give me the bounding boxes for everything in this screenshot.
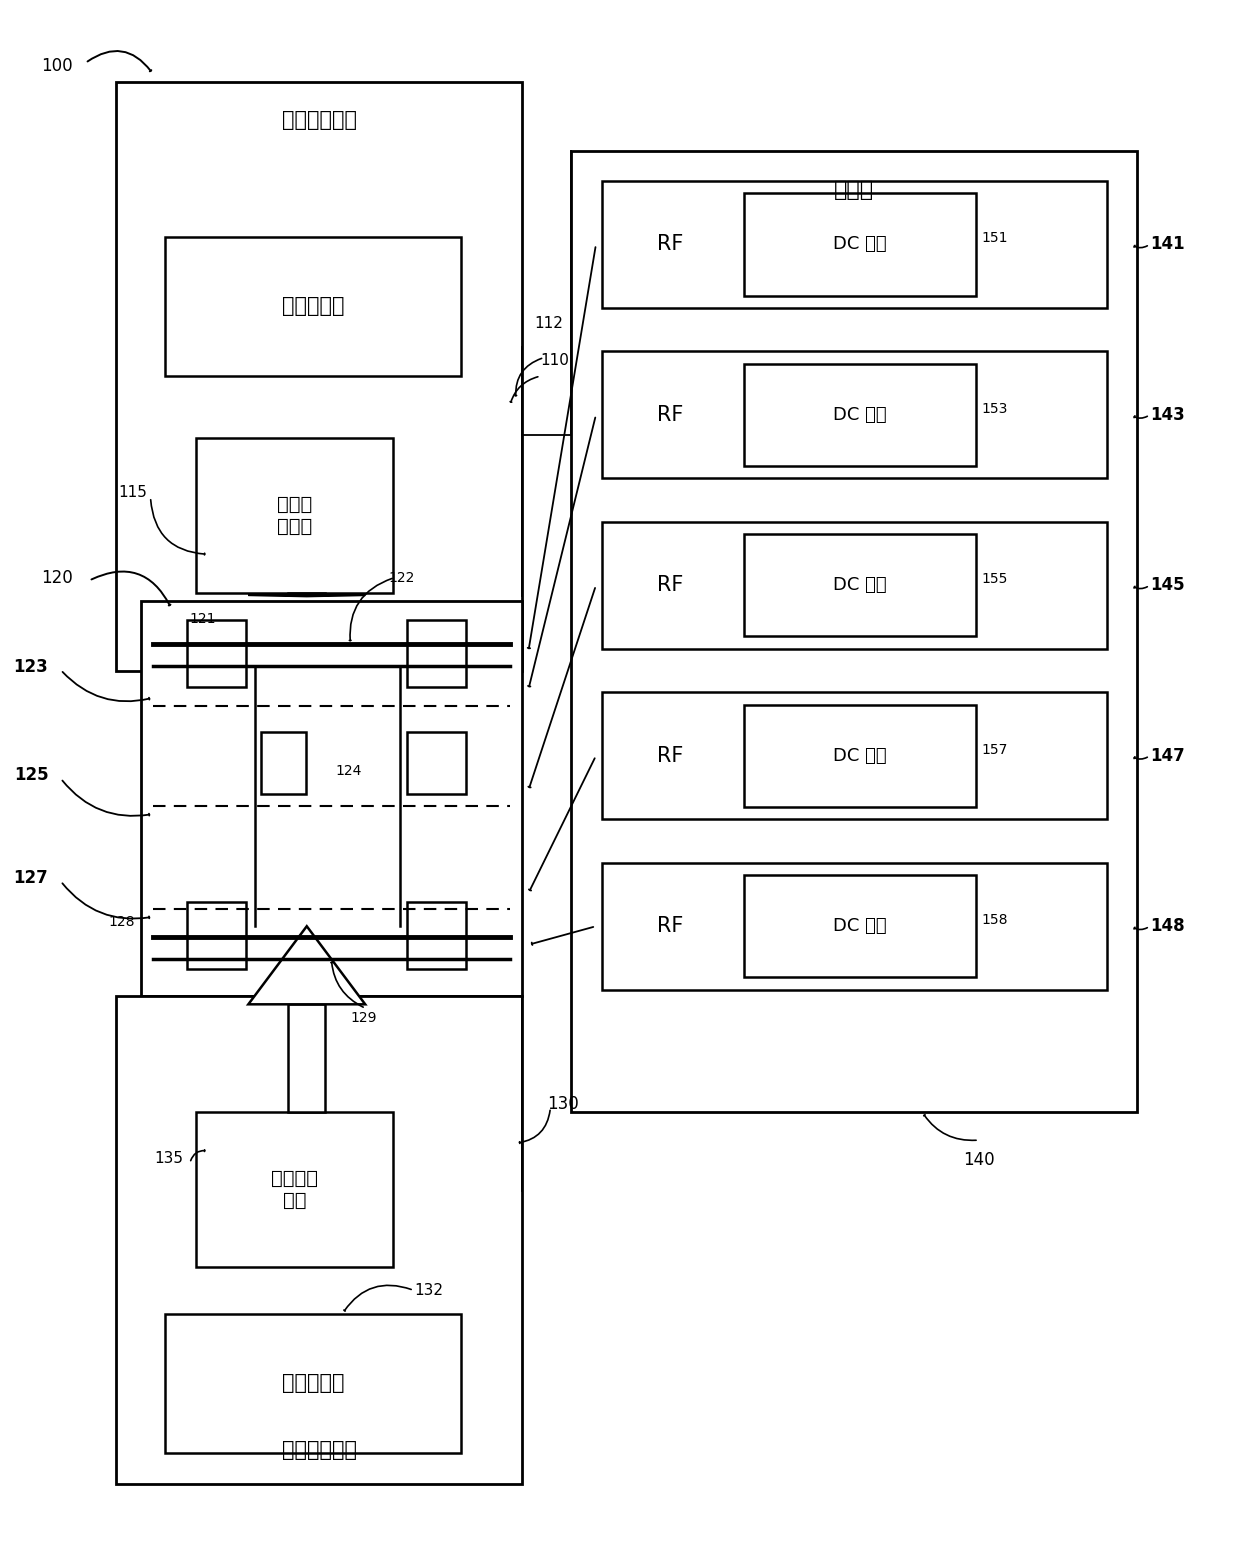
Bar <box>140 601 522 996</box>
Text: 155: 155 <box>982 572 1008 586</box>
Bar <box>408 902 466 969</box>
Text: RF: RF <box>657 916 683 936</box>
Text: RF: RF <box>657 234 683 254</box>
Bar <box>288 1005 325 1112</box>
Text: 145: 145 <box>1149 576 1184 594</box>
Bar <box>117 81 522 670</box>
Text: 148: 148 <box>1149 918 1184 935</box>
Text: 158: 158 <box>982 913 1008 927</box>
Text: 控制器: 控制器 <box>835 181 874 199</box>
Text: 110: 110 <box>541 354 569 368</box>
Text: 124: 124 <box>335 765 361 779</box>
Bar <box>572 151 1137 1112</box>
Text: RF: RF <box>657 746 683 765</box>
Bar <box>603 692 1106 820</box>
Bar <box>117 996 522 1485</box>
Text: 前体离子源: 前体离子源 <box>281 296 345 316</box>
Text: 127: 127 <box>14 869 48 887</box>
Bar <box>603 522 1106 648</box>
Text: 151: 151 <box>982 231 1008 245</box>
Bar <box>408 620 466 687</box>
Text: 130: 130 <box>547 1095 579 1114</box>
Text: 121: 121 <box>190 612 216 626</box>
Text: 123: 123 <box>14 657 48 676</box>
Text: 100: 100 <box>41 58 73 75</box>
Bar <box>165 237 460 375</box>
Text: 试剂离子源: 试剂离子源 <box>281 1373 345 1393</box>
Text: 140: 140 <box>963 1151 994 1168</box>
Bar <box>744 534 976 636</box>
Text: 125: 125 <box>14 767 48 784</box>
Text: 离子转
移光路: 离子转 移光路 <box>277 495 312 536</box>
Bar <box>744 363 976 466</box>
Text: RF: RF <box>657 405 683 425</box>
Text: 试剂离子供体: 试剂离子供体 <box>281 1440 357 1460</box>
Text: 115: 115 <box>118 485 146 500</box>
Text: 135: 135 <box>155 1151 184 1167</box>
Text: 141: 141 <box>1149 235 1184 254</box>
Text: DC 偏压: DC 偏压 <box>833 746 887 765</box>
Text: 前体离子供体: 前体离子供体 <box>281 111 357 131</box>
Text: 112: 112 <box>534 316 563 332</box>
Polygon shape <box>248 925 366 1005</box>
Bar <box>262 732 305 795</box>
Bar <box>187 620 247 687</box>
Text: 离子转移
光路: 离子转移 光路 <box>272 1168 317 1211</box>
Text: 120: 120 <box>41 569 73 586</box>
Text: 157: 157 <box>982 743 1008 757</box>
Text: 122: 122 <box>388 572 415 586</box>
Bar <box>603 181 1106 308</box>
Bar <box>196 1112 393 1267</box>
Text: RF: RF <box>657 575 683 595</box>
Bar <box>603 351 1106 478</box>
Bar <box>288 594 325 595</box>
Text: DC 偏压: DC 偏压 <box>833 918 887 935</box>
Bar <box>165 1313 460 1454</box>
Text: 129: 129 <box>351 1011 377 1025</box>
Bar <box>408 732 466 795</box>
Bar <box>744 876 976 977</box>
Text: 143: 143 <box>1149 405 1184 424</box>
Text: 153: 153 <box>982 402 1008 416</box>
Text: DC 偏压: DC 偏压 <box>833 235 887 254</box>
Bar <box>187 902 247 969</box>
Text: DC 偏压: DC 偏压 <box>833 576 887 594</box>
Text: 147: 147 <box>1149 746 1184 765</box>
Text: DC 偏压: DC 偏压 <box>833 405 887 424</box>
Bar <box>196 438 393 594</box>
Bar <box>744 193 976 296</box>
Bar <box>744 704 976 807</box>
Text: 132: 132 <box>414 1284 443 1298</box>
Bar <box>603 863 1106 989</box>
Text: 128: 128 <box>108 915 134 929</box>
